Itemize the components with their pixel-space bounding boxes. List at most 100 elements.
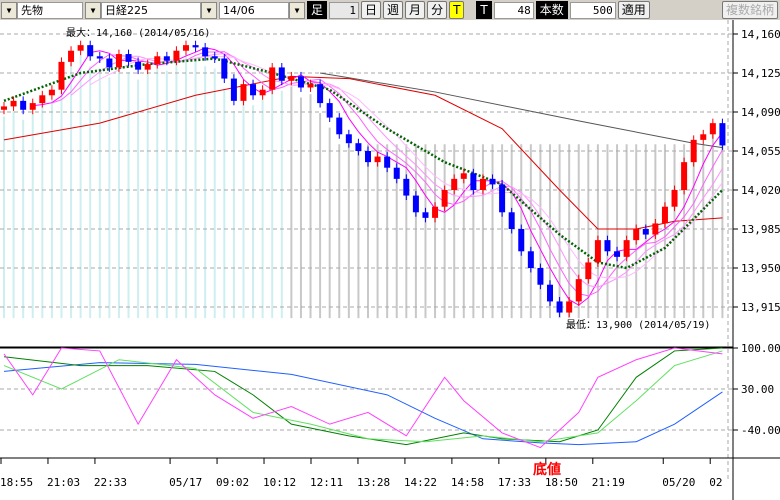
- x-tick-label: 18:55: [0, 476, 33, 489]
- osc-tick-label: 30.00: [741, 383, 774, 396]
- candle-body: [403, 178, 410, 196]
- max-annotation: 最大：14,160 (2014/05/16): [66, 28, 211, 39]
- candle-body: [460, 173, 467, 179]
- candle-body: [29, 103, 36, 110]
- osc-line-blue: [3, 362, 723, 446]
- candle-body: [211, 56, 218, 59]
- candle-body: [527, 251, 534, 268]
- candle-body: [250, 84, 257, 96]
- chevron-down-icon[interactable]: ▼: [201, 1, 217, 19]
- candle-body: [432, 206, 439, 218]
- price-tick-label: 13,915: [741, 301, 780, 314]
- candle-body: [700, 134, 707, 140]
- index-value: 日経225: [101, 1, 201, 19]
- contract-select[interactable]: 14/06 ▼: [219, 1, 305, 19]
- osc-line-magenta: [3, 347, 723, 449]
- osc-tick-label: 100.00: [741, 342, 780, 355]
- candle-body: [192, 45, 199, 48]
- candle-body: [479, 178, 486, 190]
- candle-body: [125, 54, 132, 62]
- candle-body: [173, 50, 180, 61]
- candle-body: [556, 301, 563, 313]
- candle-body: [10, 100, 17, 107]
- candle-body: [547, 284, 553, 302]
- minute-button[interactable]: 分: [427, 1, 448, 19]
- multi-symbol-button[interactable]: 複数銘柄: [721, 1, 778, 19]
- market-value: 先物: [17, 1, 83, 19]
- price-tick-label: 14,020: [741, 184, 780, 197]
- x-tick-label: 12:11: [310, 476, 343, 489]
- candle-body: [489, 178, 496, 185]
- month-button[interactable]: 月: [405, 1, 426, 19]
- candle-body: [719, 123, 726, 146]
- candle-body: [278, 67, 285, 81]
- price-chart: 14,160 14,125 14,090 14,055 14,020 13,985 13,9…: [0, 20, 780, 500]
- candle-body: [594, 240, 601, 263]
- candle-body: [163, 56, 170, 61]
- x-tick-label: 05/20: [662, 476, 695, 489]
- candle-body: [39, 95, 46, 104]
- candle-body: [384, 156, 391, 168]
- candle-body: [412, 195, 419, 213]
- candle-body: [297, 76, 304, 88]
- candle-body: [709, 123, 716, 135]
- candle-body: [259, 89, 266, 96]
- price-tick-label: 13,985: [741, 223, 780, 236]
- candle-body: [585, 262, 592, 280]
- chevron-down-icon[interactable]: ▼: [1, 1, 17, 19]
- candle-body: [326, 103, 333, 118]
- candle-body: [661, 206, 668, 224]
- price-tick-label: 14,055: [741, 145, 780, 158]
- candle-body: [144, 64, 151, 70]
- candle-body: [317, 84, 324, 104]
- candle-body: [115, 54, 122, 68]
- candle-body: [690, 139, 697, 163]
- apply-button[interactable]: 適用: [617, 1, 650, 19]
- day-button[interactable]: 日: [361, 1, 382, 19]
- osc-line-green: [3, 347, 723, 446]
- x-tick-label: 21:03: [47, 476, 80, 489]
- candle-body: [77, 45, 84, 51]
- osc-line-lightgreen: [3, 350, 723, 443]
- candle-body: [288, 76, 295, 81]
- x-tick-label: 22:33: [94, 476, 127, 489]
- candle-body: [566, 301, 573, 313]
- tick-button[interactable]: T: [449, 1, 465, 19]
- chevron-down-icon[interactable]: ▼: [85, 1, 101, 19]
- x-tick-label: 18:50: [545, 476, 578, 489]
- index-select[interactable]: ▼ 日経225 ▼: [85, 1, 217, 19]
- candle-body: [642, 229, 649, 235]
- ashi-label: 足: [307, 1, 328, 19]
- candle-body: [623, 240, 630, 257]
- contract-value: 14/06: [219, 1, 289, 19]
- candle-body: [1, 106, 7, 110]
- candle-body: [96, 56, 103, 59]
- candle-body: [58, 61, 65, 90]
- candle-body: [374, 156, 381, 163]
- ma-long-gray: [320, 72, 723, 149]
- chevron-down-icon[interactable]: ▼: [289, 1, 305, 19]
- bottom-annotation: 底値: [533, 462, 561, 478]
- candle-body: [652, 223, 659, 235]
- x-tick-label: 13:28: [357, 476, 390, 489]
- x-tick-label: 09:02: [216, 476, 249, 489]
- candle-body: [508, 212, 515, 229]
- candle-body: [20, 100, 27, 110]
- candle-body: [240, 84, 247, 101]
- candle-body: [221, 58, 228, 79]
- t-input[interactable]: 48: [493, 1, 534, 19]
- count-label: 本数: [535, 1, 568, 19]
- candle-body: [451, 178, 458, 190]
- candle-body: [154, 56, 161, 65]
- candle-body: [269, 67, 276, 90]
- week-button[interactable]: 週: [383, 1, 404, 19]
- candle-body: [604, 240, 611, 252]
- period-input[interactable]: 1: [329, 1, 360, 19]
- market-select[interactable]: ▼ 先物: [1, 1, 83, 19]
- candle-body: [499, 184, 506, 213]
- candle-body: [365, 151, 371, 163]
- candle-body: [575, 279, 582, 302]
- count-input[interactable]: 500: [569, 1, 616, 19]
- candle-body: [614, 251, 621, 257]
- candle-body: [336, 117, 343, 135]
